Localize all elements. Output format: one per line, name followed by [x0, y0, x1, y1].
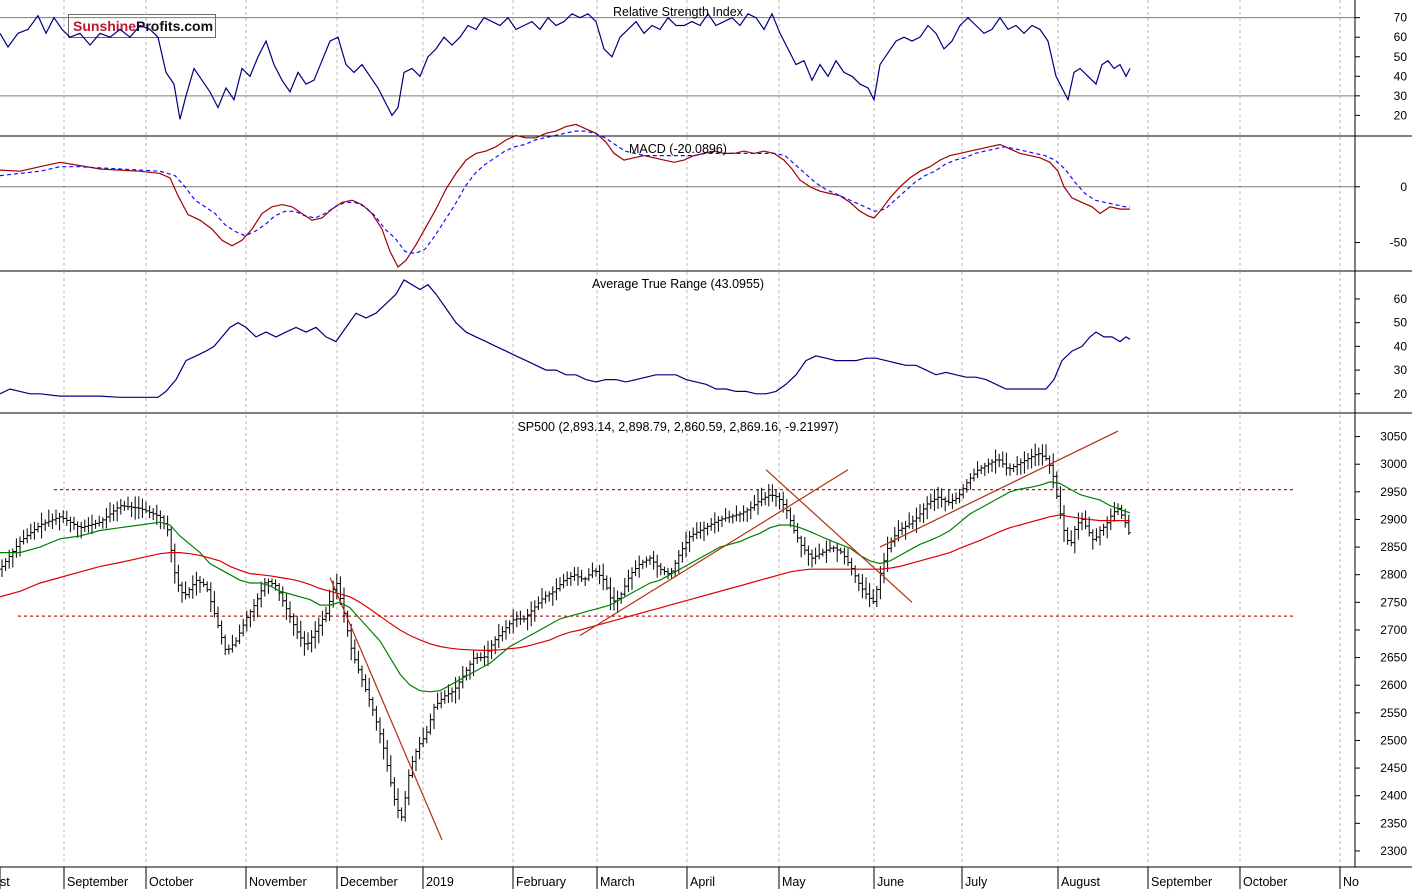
macd-pane: 0 -50 MACD (-20.0896)	[0, 123, 1412, 272]
rsi-title: Relative Strength Index	[613, 5, 744, 19]
rsi-series-line-0	[0, 12, 1131, 120]
atr-ytick-label: 40	[1394, 339, 1408, 353]
sp500-title: SP500 (2,893.14, 2,898.79, 2,860.59, 2,8…	[517, 420, 838, 434]
sp500-ytick-label: 2400	[1380, 789, 1407, 803]
atr-ytick-label: 30	[1394, 363, 1408, 377]
x-axis-label: December	[340, 875, 398, 889]
x-axis-label: November	[249, 875, 307, 889]
macd-series-line-1	[0, 130, 1130, 255]
rsi-ytick-label: 50	[1394, 50, 1408, 64]
sp500-ytick-label: 2700	[1380, 623, 1407, 637]
macd-title: MACD (-20.0896)	[629, 142, 727, 156]
x-axis-label: September	[1151, 875, 1212, 889]
sp500-ytick-label: 2750	[1380, 595, 1407, 609]
sp500-ytick-label: 2350	[1380, 816, 1407, 830]
sp500-ytick-label: 2600	[1380, 678, 1407, 692]
sp500-ytick-label: 3000	[1380, 457, 1407, 471]
x-axis-label: st	[0, 875, 10, 889]
x-axis-label: September	[67, 875, 128, 889]
sp500-trendline	[329, 577, 443, 841]
x-axis-label: August	[1061, 875, 1100, 889]
x-axis-label: February	[516, 875, 567, 889]
sp500-ytick-label: 2300	[1380, 844, 1407, 858]
sp500-ytick-label: 2850	[1380, 540, 1407, 554]
atr-ytick-label: 20	[1394, 387, 1408, 401]
sp500-ohlc-bars	[0, 443, 1131, 822]
macd-series-line-0	[0, 123, 1130, 268]
atr-series-line-0	[0, 279, 1131, 398]
rsi-ytick-label: 40	[1394, 69, 1408, 83]
x-axis-label: October	[149, 875, 193, 889]
atr-ytick-label: 60	[1394, 292, 1408, 306]
sp500-series-line-0	[0, 481, 1131, 693]
sp500-ytick-label: 2800	[1380, 568, 1407, 582]
atr-title: Average True Range (43.0955)	[592, 277, 764, 291]
atr-pane: 60 50 40 30 20 Average True Range (43.0955)	[0, 272, 1412, 414]
x-axis-label: March	[600, 875, 635, 889]
rsi-ytick-label: 30	[1394, 89, 1408, 103]
sp500-ytick-label: 2650	[1380, 651, 1407, 665]
macd-ytick-label: -50	[1390, 235, 1408, 249]
x-axis-label: No	[1343, 875, 1359, 889]
rsi-pane: 70 60 50 40 30 20 Relative Strength Index	[0, 0, 1412, 137]
x-axis-label: May	[782, 875, 806, 889]
x-axis: st September October November December 2019 Fe…	[0, 866, 1412, 889]
sp500-ytick-label: 2550	[1380, 706, 1407, 720]
sp500-trendline	[765, 469, 913, 603]
rsi-ytick-label: 60	[1394, 30, 1408, 44]
sp500-ytick-label: 2950	[1380, 485, 1407, 499]
x-axis-label: April	[690, 875, 715, 889]
sp500-ytick-label: 2500	[1380, 733, 1407, 747]
x-axis-label: July	[965, 875, 988, 889]
rsi-ytick-label: 70	[1394, 11, 1408, 25]
sp500-ytick-label: 2900	[1380, 512, 1407, 526]
atr-ytick-label: 50	[1394, 316, 1408, 330]
sp500-series-line-1	[0, 514, 1130, 652]
sp500-ytick-label: 3050	[1380, 430, 1407, 444]
sp500-trendline	[879, 430, 1119, 548]
x-axis-label: 2019	[426, 875, 454, 889]
x-axis-label: October	[1243, 875, 1287, 889]
sp500-trendline	[579, 469, 849, 636]
sp500-ytick-label: 2450	[1380, 761, 1407, 775]
logo-text-part2: Profits.com	[136, 18, 214, 34]
sp500-pane: 3050 3000 2950 2900 2850 2800 2750 2700 2650 2600…	[0, 415, 1412, 868]
x-axis-label: June	[877, 875, 904, 889]
rsi-ytick-label: 20	[1394, 108, 1408, 122]
macd-ytick-label: 0	[1400, 180, 1407, 194]
